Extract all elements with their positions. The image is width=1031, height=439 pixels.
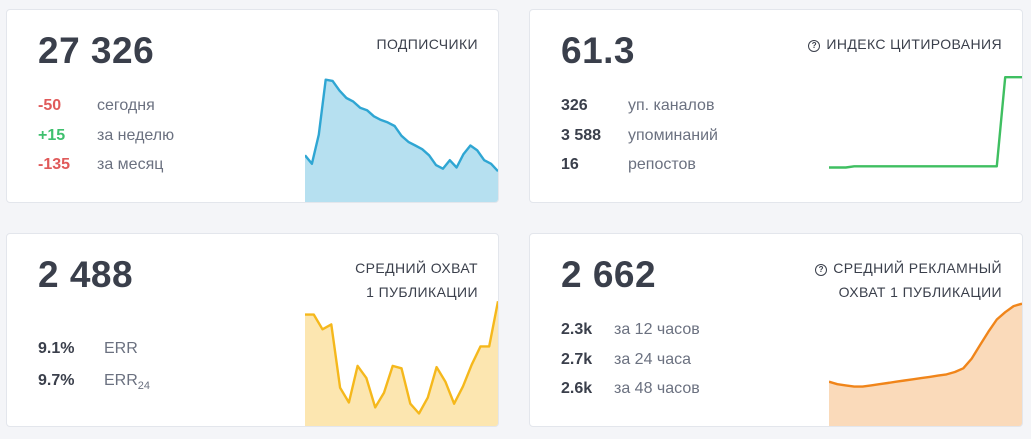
subscribers-card[interactable]: 27 326 ПОДПИСЧИКИ -50 сегодня +15 за нед… — [6, 9, 499, 203]
title-line: СРЕДНИЙ ОХВАТ — [355, 260, 478, 276]
stat-value: 16 — [561, 156, 579, 173]
stat-label: ERR — [104, 340, 138, 357]
sparkline-area — [305, 79, 498, 202]
sparkline-line — [829, 302, 1022, 388]
reach-sparkline — [305, 300, 498, 426]
stat-value: 2.6k — [561, 380, 593, 397]
stat-label: упоминаний — [628, 126, 718, 144]
sparkline-line — [305, 78, 498, 173]
stat-value: -50 — [38, 97, 62, 114]
sparkline-line — [305, 300, 498, 415]
citation-index-value: 61.3 — [561, 30, 636, 71]
stat-label: за 24 часа — [614, 350, 692, 368]
stat-label: ERR24 — [104, 365, 150, 402]
citation-index-title: ? ИНДЕКС ЦИТИРОВАНИЯ — [808, 32, 1002, 56]
average-reach-value: 2 488 — [38, 254, 134, 295]
citation-sparkline — [829, 76, 1022, 169]
average-reach-card[interactable]: 2 488 СРЕДНИЙ ОХВАТ 1 ПУБЛИКАЦИИ 9.1% ER… — [6, 233, 499, 427]
ad-reach-sparkline — [829, 302, 1022, 426]
title-line-text: СРЕДНИЙ РЕКЛАМНЫЙ — [833, 260, 1002, 276]
ad-reach-value: 2 662 — [561, 254, 657, 295]
stat-label: за месяц — [97, 156, 164, 173]
stat-label: репостов — [628, 156, 696, 173]
title-line: ? СРЕДНИЙ РЕКЛАМНЫЙ — [815, 256, 1002, 280]
citation-index-title-text: ИНДЕКС ЦИТИРОВАНИЯ — [826, 36, 1002, 52]
stat-value: 2.3k — [561, 321, 593, 338]
stat-value: -135 — [38, 156, 71, 173]
help-circle-icon[interactable]: ? — [808, 40, 821, 52]
ad-reach-card[interactable]: 2 662 ? СРЕДНИЙ РЕКЛАМНЫЙ ОХВАТ 1 ПУБЛИКА… — [529, 233, 1023, 427]
stat-label: сегодня — [97, 97, 155, 114]
stat-label-subscript: 24 — [137, 380, 151, 393]
citation-index-card[interactable]: 61.3 ? ИНДЕКС ЦИТИРОВАНИЯ 326 уп. каналов… — [529, 9, 1023, 203]
sparkline-area — [829, 303, 1022, 426]
title-line: 1 ПУБЛИКАЦИИ — [366, 284, 478, 300]
stat-value: 2.7k — [561, 350, 593, 368]
average-reach-title: СРЕДНИЙ ОХВАТ 1 ПУБЛИКАЦИИ — [355, 256, 478, 304]
sparkline-area — [305, 301, 498, 426]
stat-label: за неделю — [97, 126, 175, 144]
help-circle-icon[interactable]: ? — [815, 264, 828, 276]
stat-value: +15 — [38, 126, 66, 144]
stat-value: 3 588 — [561, 126, 602, 144]
stat-value: 326 — [561, 97, 588, 114]
stat-value: 9.1% — [38, 340, 75, 357]
sparkline-line — [829, 76, 1022, 169]
title-line: ОХВАТ 1 ПУБЛИКАЦИИ — [838, 284, 1002, 300]
stat-value: 9.7% — [38, 372, 75, 389]
stat-label: за 48 часов — [614, 380, 700, 397]
stat-label: уп. каналов — [628, 97, 715, 114]
subscribers-title: ПОДПИСЧИКИ — [376, 36, 478, 52]
ad-reach-title: ? СРЕДНИЙ РЕКЛАМНЫЙ ОХВАТ 1 ПУБЛИКАЦИИ — [815, 256, 1002, 304]
stat-label: за 12 часов — [614, 321, 700, 338]
subscribers-count: 27 326 — [38, 30, 155, 71]
stat-label-text: ERR — [104, 372, 138, 389]
subscribers-sparkline — [305, 78, 498, 202]
